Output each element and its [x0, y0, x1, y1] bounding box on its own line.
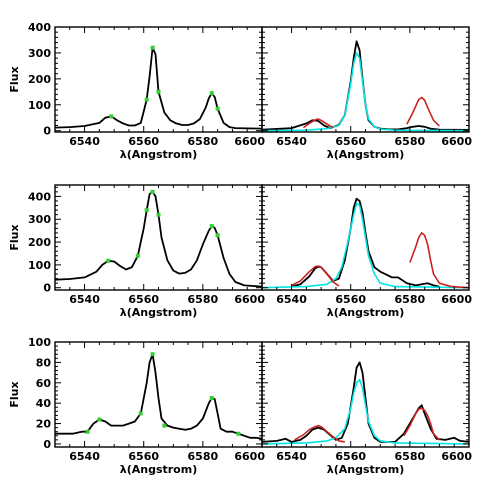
y-tick-label: 100: [28, 99, 51, 112]
series-line: [262, 361, 469, 443]
data-point: [215, 233, 220, 238]
data-point: [97, 417, 102, 422]
y-tick-label: 400: [28, 21, 51, 34]
plot-frame: [261, 26, 470, 133]
x-tick-label: 6540: [69, 135, 100, 148]
x-tick-label: 6600: [441, 450, 472, 463]
data-point: [209, 224, 214, 229]
series-line: [262, 202, 469, 289]
x-tick-label: 6560: [335, 450, 366, 463]
data-point: [135, 253, 140, 258]
x-tick-label: 6540: [276, 293, 307, 306]
y-tick-label: 300: [28, 47, 51, 60]
x-tick-label: 6600: [441, 135, 472, 148]
data-point: [162, 423, 167, 428]
panel-row3-left: 6540 6560 6580 6600 λ(Angstrom) 0 20 40 60 80 100 F…: [8, 336, 265, 476]
y-tick-label: 40: [36, 397, 52, 410]
series-line: [302, 118, 334, 129]
series-line: [55, 353, 262, 440]
y-axis-label: Flux: [8, 66, 21, 92]
series-line: [406, 96, 440, 127]
y-tick-label: 60: [36, 377, 52, 390]
x-axis-label: λ(Angstrom): [327, 306, 404, 319]
data-point: [215, 106, 220, 111]
data-point: [150, 352, 155, 357]
series-line: [262, 52, 469, 132]
y-tick-label: 100: [28, 336, 51, 349]
y-axis-label: Flux: [8, 224, 21, 250]
y-axis-label: Flux: [8, 381, 21, 407]
data-point: [209, 91, 214, 96]
x-tick-label: 6580: [395, 135, 426, 148]
data-point: [138, 411, 143, 416]
x-axis-label: λ(Angstrom): [327, 463, 404, 476]
data-point: [156, 212, 161, 217]
x-tick-label: 6580: [395, 450, 426, 463]
x-tick-label: 6560: [128, 293, 159, 306]
x-tick-label: 6540: [276, 135, 307, 148]
series-line: [409, 232, 469, 289]
y-tick-label: 0: [43, 125, 51, 138]
x-tick-label: 6540: [69, 293, 100, 306]
data-point: [236, 431, 241, 436]
data-point: [109, 114, 114, 119]
panel-row2-left: 6540 6560 6580 6600 λ(Angstrom) 0 100 200 300 400…: [8, 184, 265, 319]
plot-frame: [54, 26, 263, 133]
panel-row1-right: 6540 6560 6580 6600 λ(Angstrom): [261, 26, 472, 161]
panel-row2-right: 6540 6560 6580 6600 λ(Angstrom): [261, 184, 472, 319]
x-tick-label: 6600: [234, 135, 265, 148]
x-tick-label: 6560: [335, 293, 366, 306]
x-tick-label: 6580: [188, 135, 219, 148]
y-tick-label: 0: [43, 438, 51, 451]
y-tick-label: 80: [36, 356, 52, 369]
y-tick-label: 100: [28, 259, 51, 272]
x-tick-label: 6600: [234, 293, 265, 306]
x-axis-label: λ(Angstrom): [120, 463, 197, 476]
x-tick-label: 6560: [128, 135, 159, 148]
data-point: [209, 396, 214, 401]
y-tick-label: 200: [28, 73, 51, 86]
y-tick-label: 20: [36, 418, 52, 431]
series-line: [262, 378, 469, 445]
data-point: [85, 429, 90, 434]
x-axis-label: λ(Angstrom): [120, 306, 197, 319]
x-tick-label: 6560: [128, 450, 159, 463]
x-tick-label: 6600: [234, 450, 265, 463]
data-point: [156, 89, 161, 94]
series-line: [262, 40, 469, 131]
series-line: [403, 407, 440, 441]
series-line: [294, 424, 345, 443]
x-tick-label: 6580: [188, 293, 219, 306]
plot-frame: [54, 184, 263, 291]
y-tick-label: 400: [28, 190, 51, 203]
x-axis-label: λ(Angstrom): [327, 148, 404, 161]
series-line: [55, 46, 262, 130]
x-axis-label: λ(Angstrom): [120, 148, 197, 161]
x-tick-label: 6600: [441, 293, 472, 306]
x-tick-label: 6540: [276, 450, 307, 463]
x-tick-label: 6540: [69, 450, 100, 463]
x-tick-label: 6560: [335, 135, 366, 148]
panel-row1-left: 6540 6560 6580 6600 λ(Angstrom) 0 100 200 300 400…: [8, 21, 265, 161]
data-point: [150, 189, 155, 194]
y-tick-label: 200: [28, 236, 51, 249]
data-point: [150, 45, 155, 50]
x-tick-label: 6580: [188, 450, 219, 463]
data-point: [144, 97, 149, 102]
data-point: [106, 258, 111, 263]
series-line: [291, 265, 340, 287]
data-point: [144, 208, 149, 213]
panel-row3-right: 6540 6560 6580 6600 λ(Angstrom): [261, 341, 472, 476]
series-line: [55, 190, 262, 288]
x-tick-label: 6580: [395, 293, 426, 306]
y-tick-label: 300: [28, 213, 51, 226]
y-tick-label: 0: [43, 282, 51, 295]
